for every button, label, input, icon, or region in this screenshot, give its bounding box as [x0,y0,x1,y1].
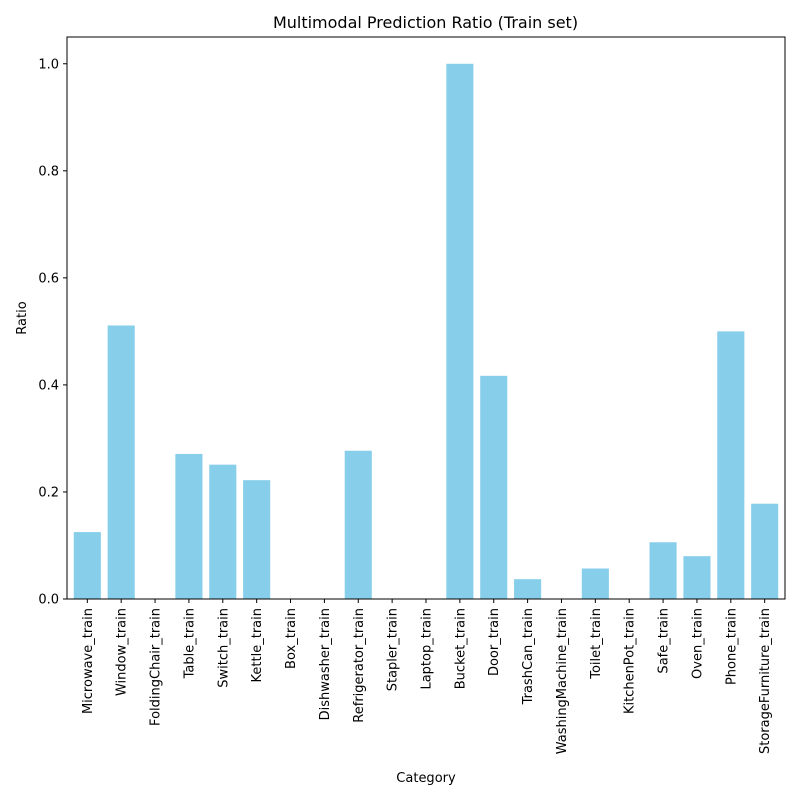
bar-Refrigerator_train [344,450,372,599]
bar-Table_train [175,453,203,599]
bar-Switch_train [209,464,237,599]
y-tick-label: 0.8 [38,164,59,179]
y-tick-label: 0.0 [38,593,59,608]
x-axis: Microwave_train Window_train FoldingChair_… [81,599,773,754]
x-tick-label: Phone_train [724,608,739,685]
bar-Oven_train [683,556,711,599]
x-tick-label: WashingMachine_train [555,608,570,754]
bar-Phone_train [717,331,745,599]
plot-frame [66,36,786,600]
y-tick-label: 0.4 [38,378,59,393]
x-tick-label: Refrigerator_train [352,608,367,723]
bar-TrashCan_train [514,579,542,599]
x-tick-label: Safe_train [657,608,672,674]
x-tick-label: Box_train [284,608,299,669]
y-tick-label: 1.0 [38,57,59,72]
bars-group [73,63,779,599]
x-tick-label: Window_train [115,608,130,696]
x-tick-label: Stapler_train [386,608,401,691]
chart-title: Multimodal Prediction Ratio (Train set) [273,13,578,32]
y-tick-label: 0.6 [38,271,59,286]
y-axis: 0.0 0.2 0.4 0.6 0.8 1.0 [38,57,67,608]
bar-Safe_train [649,542,677,599]
x-tick-label: Laptop_train [420,608,435,690]
x-tick-label: TrashCan_train [521,608,536,705]
x-axis-label: Category [396,771,456,786]
x-tick-label: Dishwasher_train [318,608,333,720]
x-tick-label: StorageFurniture_train [758,608,773,754]
x-tick-label: Toilet_train [589,608,604,680]
x-tick-label: Oven_train [690,608,705,679]
bar-Toilet_train [581,568,609,599]
bar-StorageFurniture_train [751,503,779,599]
bar-Door_train [480,375,508,599]
bar-Window_train [107,325,135,599]
y-tick-label: 0.2 [38,485,59,500]
bar-Bucket_train [446,63,474,599]
x-tick-label: FoldingChair_train [149,608,164,726]
x-tick-label: KitchenPot_train [623,608,638,714]
x-tick-label: Bucket_train [453,608,468,689]
x-tick-label: Kettle_train [250,608,265,682]
bar-Kettle_train [243,480,271,599]
y-axis-label: Ratio [15,301,30,334]
x-tick-label: Door_train [487,608,502,676]
x-tick-label: Microwave_train [81,608,96,714]
x-tick-label: Switch_train [216,608,231,688]
x-tick-label: Table_train [182,608,197,679]
bar-Microwave_train [73,532,101,599]
